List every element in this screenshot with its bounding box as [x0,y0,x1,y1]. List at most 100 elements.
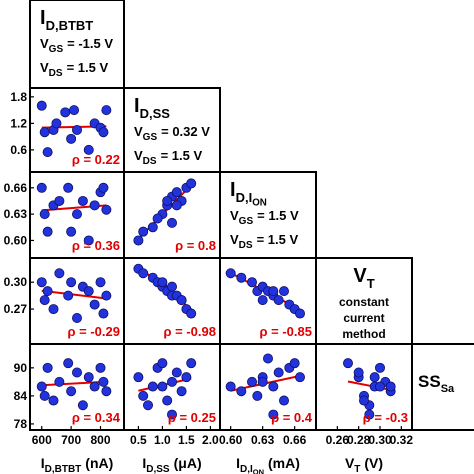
panel-frame [315,343,413,431]
header-title: VT [353,265,374,291]
point [54,376,65,387]
label-main: I [40,7,46,29]
label-text: (mA) [268,455,300,471]
label-text: = 1.5 V [257,232,299,247]
label-subsub: ON [252,197,267,208]
label-main: I [41,455,45,471]
label-main: I [134,95,140,117]
x-axis-label: ID,ION (mA) [236,455,300,474]
label-main: V [230,232,239,247]
point [98,308,109,319]
point [374,362,385,373]
label-main: V [353,265,367,287]
point [66,386,77,397]
point [147,222,158,233]
header-line: method [342,327,385,341]
point [225,381,236,392]
point [89,381,100,392]
label-subsub: ON [253,468,264,474]
point [268,286,279,297]
point [157,277,168,288]
label-sub: D,I [236,190,253,205]
x-tick-label: 600 [32,433,52,447]
point [72,313,83,324]
y-tick-label: 0.63 [4,207,28,221]
y-tick-label: 1.8 [10,90,27,104]
point [273,367,284,378]
point [77,195,88,206]
label-text: = 1.5 V [161,148,203,163]
x-tick-label: 0.60 [219,433,243,447]
x-tick-label: 0.32 [390,433,414,447]
y-tick-label: 1.2 [10,116,27,130]
correlation-label: ρ = 0.34 [72,410,121,425]
label-sub: DS [143,156,157,167]
point [48,304,59,315]
point [133,235,144,246]
y-tick-label: 0.6 [10,143,27,157]
x-tick-label: 0.66 [283,433,307,447]
point [138,390,149,401]
label-sub: GS [239,216,254,227]
label-sub: GS [49,44,64,55]
point [83,286,94,297]
point [83,372,94,383]
header-title: ID,SS [134,95,170,121]
label-text: (nA) [85,455,113,471]
point [98,376,109,387]
point [252,390,263,401]
label-main: I [236,455,240,471]
point [186,308,197,319]
point [101,204,112,215]
header-line: VDS = 1.5 V [40,60,108,79]
point [181,372,192,383]
label-main: V [230,208,239,223]
point [72,367,83,378]
y-tick-label: 84 [14,389,28,403]
label-text: (V) [364,455,383,471]
x-tick-label: 700 [61,433,81,447]
point [36,182,47,193]
point [42,226,53,237]
label-sub: T [367,276,375,291]
point [51,118,62,129]
point [138,226,149,237]
point [72,209,83,220]
point [171,187,182,198]
point [98,182,109,193]
point [95,277,106,288]
label-main: V [40,60,49,75]
header-box [315,257,413,345]
point [262,353,273,364]
label-sub: GS [143,132,158,143]
label-sub: D,SS [140,106,171,121]
point [268,381,279,392]
point [385,381,396,392]
point [54,195,65,206]
point [138,268,149,279]
x-axis-label: ID,SS (μA) [142,455,201,474]
x-tick-label: 0.5 [130,433,147,447]
point [162,395,173,406]
point [133,372,144,383]
x-tick-label: 0.30 [368,433,392,447]
point [289,358,300,369]
point [176,295,187,306]
point [63,358,74,369]
header-title: ID,BTBT [40,7,93,33]
header-line: current [343,311,384,325]
label-sub: D,I [240,464,253,474]
header-box [29,0,125,89]
y-tick-label: 78 [14,417,28,431]
point [353,367,364,378]
point [171,367,182,378]
point [42,147,53,158]
point [72,125,83,136]
y-tick-label: 0.30 [4,275,28,289]
correlation-label: ρ = 0.22 [72,152,120,167]
point [42,362,53,373]
label-main: SS [418,372,441,391]
header-line: VGS = 0.32 V [134,124,210,143]
label-main: V [134,148,143,163]
point [77,400,88,411]
